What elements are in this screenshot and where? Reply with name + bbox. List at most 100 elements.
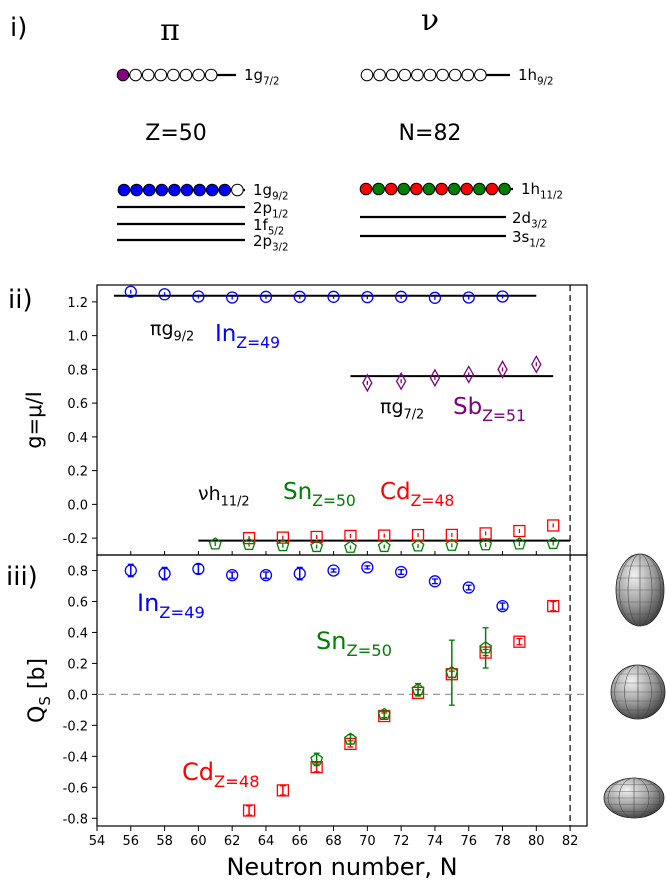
neutron-level-1h-11-2-orbital [498, 182, 511, 196]
data-point-sn [445, 665, 459, 679]
neutron-level-3s-1-2-label: 3s1/2 [512, 228, 546, 250]
neutron-level-1h-11-2-orbital [473, 182, 486, 196]
proton-level-1g-9-2-orbital [130, 183, 143, 197]
data-point-sb [497, 360, 508, 379]
data-point-sb [531, 354, 542, 374]
proton-level-1g-9-2-orbital [180, 183, 194, 197]
x-tick-label: 54 [89, 834, 106, 849]
label-pi-g7-2: πg7/2 [380, 396, 424, 423]
data-point-in [428, 291, 442, 304]
data-point-sn [310, 752, 324, 765]
y-tick-label: -0.2 [63, 719, 88, 734]
neutron-level-1h-11-2-orbital [384, 182, 398, 196]
legend-sn: SnZ=50 [283, 479, 356, 510]
neutron-level-1h-11-2-orbital [460, 182, 474, 196]
proton-upper-level-label: 1g7/2 [244, 66, 279, 88]
y-tick-label: 0.8 [67, 363, 88, 378]
data-point-sb [429, 368, 441, 388]
y-tick-label: 1.0 [67, 330, 88, 345]
neutron-upper-level-orbital [398, 68, 412, 82]
x-tick-label: 82 [562, 834, 579, 849]
magnetic-moment-panel: ii) -0.2 0.0 0.2 0.4 0.6 0.8 1.0 1.2 g=μ/I πg9/2 πg… [8, 284, 588, 556]
proton-upper-level-orbital [204, 68, 218, 82]
data-point-sn [445, 538, 459, 551]
data-point-in [496, 599, 509, 613]
panel-label-ii: ii) [8, 285, 33, 315]
x-tick-label: 78 [494, 834, 511, 849]
data-point-sb [362, 373, 373, 393]
label-nu-h11-2: νh11/2 [198, 483, 250, 510]
neutron-level-1h-11-2-orbital [359, 182, 373, 196]
y-tick-label: 0.0 [67, 498, 88, 513]
data-point-sn [546, 536, 560, 550]
proton-level-1g-9-2-orbital [193, 183, 206, 197]
y-tick-label: 0.2 [67, 657, 88, 672]
plot-frame-q [96, 554, 588, 827]
x-tick-label: 60 [190, 834, 207, 849]
proton-level-1g-9-2-orbital [231, 183, 244, 197]
y-tick-label: 1.2 [67, 296, 88, 311]
data-point-in [462, 291, 475, 304]
proton-level-1f-5-2-label: 1f5/2 [253, 216, 284, 238]
neutron-level-1h-11-2-orbital [485, 182, 499, 196]
data-point-cd [242, 804, 256, 817]
data-point-in [462, 581, 475, 594]
data-point-in [496, 290, 509, 303]
data-point-sn [479, 538, 493, 551]
data-point-in [192, 562, 205, 576]
y-tick-label: 0.4 [67, 431, 88, 446]
neutron-upper-level-orbital [461, 68, 475, 82]
neutron-upper-level-orbital [436, 68, 449, 82]
data-point-in [428, 575, 442, 588]
neutron-upper-level-orbital [360, 68, 374, 82]
legend-in: InZ=49 [215, 321, 280, 352]
data-point-in [361, 561, 374, 574]
y-axis-label-g: g=μ/I [22, 391, 46, 449]
neutron-symbol: ν [421, 3, 439, 38]
neutron-upper-level-orbital [385, 68, 399, 82]
proton-upper-level-orbital [192, 68, 205, 82]
proton-level-1g-9-2-orbital [168, 183, 181, 197]
oblate-shape [603, 777, 665, 819]
data-point-sb [463, 365, 474, 384]
data-point-sn [343, 540, 357, 553]
proton-level-1g-9-2-orbital [155, 183, 169, 197]
x-tick-label: 76 [460, 834, 477, 849]
proton-level-1g-9-2-orbital [218, 183, 232, 197]
quadrupole-moment-panel: iii) -0.8 -0.6 -0.4 -0.2 0.0 0.2 0.4 0.6 0.8 54 56 5… [6, 554, 588, 881]
data-point-cd [547, 519, 560, 532]
panel-label-iii: iii) [6, 562, 38, 592]
proton-upper-level-orbital [141, 68, 155, 82]
neutron-level-1h-11-2-orbital [397, 182, 411, 196]
y-tick-label: 0.0 [67, 688, 88, 703]
data-point-cd [276, 784, 290, 797]
shell-model-schematic: i) π ν Z=50 N=82 1g7/2 1h9/2 1g9/22p1/21f5… [10, 3, 563, 254]
prolate-shape [615, 553, 665, 627]
neutron-upper-level-orbital [423, 68, 437, 82]
proton-gap-label: Z=50 [145, 121, 207, 146]
data-point-sn [208, 537, 222, 550]
data-point-sb [395, 371, 407, 391]
y-tick-label: -0.4 [63, 750, 88, 765]
panel-label-i: i) [10, 13, 27, 43]
data-point-in [158, 567, 171, 580]
data-point-sn [310, 539, 324, 553]
y-tick-label: 0.2 [67, 465, 88, 480]
proton-level-1g-9-2-orbital [142, 183, 156, 197]
data-point-in [259, 290, 273, 303]
data-point-sn [479, 641, 493, 654]
x-tick-label: 72 [393, 834, 410, 849]
data-point-sn [276, 538, 290, 552]
data-point-sn [411, 682, 425, 696]
legend-sb: SbZ=51 [453, 394, 526, 425]
x-tick-label: 62 [224, 834, 241, 849]
y-tick-label: -0.2 [63, 532, 88, 547]
data-point-in [394, 565, 408, 579]
x-tick-label: 66 [291, 834, 308, 849]
spherical-shape [610, 664, 666, 720]
legend-in-q: InZ=49 [137, 589, 205, 622]
proton-upper-level-orbital [116, 68, 130, 82]
neutron-level-2d-3-2-label: 2d3/2 [512, 209, 547, 231]
neutron-upper-level-label: 1h9/2 [518, 66, 553, 88]
